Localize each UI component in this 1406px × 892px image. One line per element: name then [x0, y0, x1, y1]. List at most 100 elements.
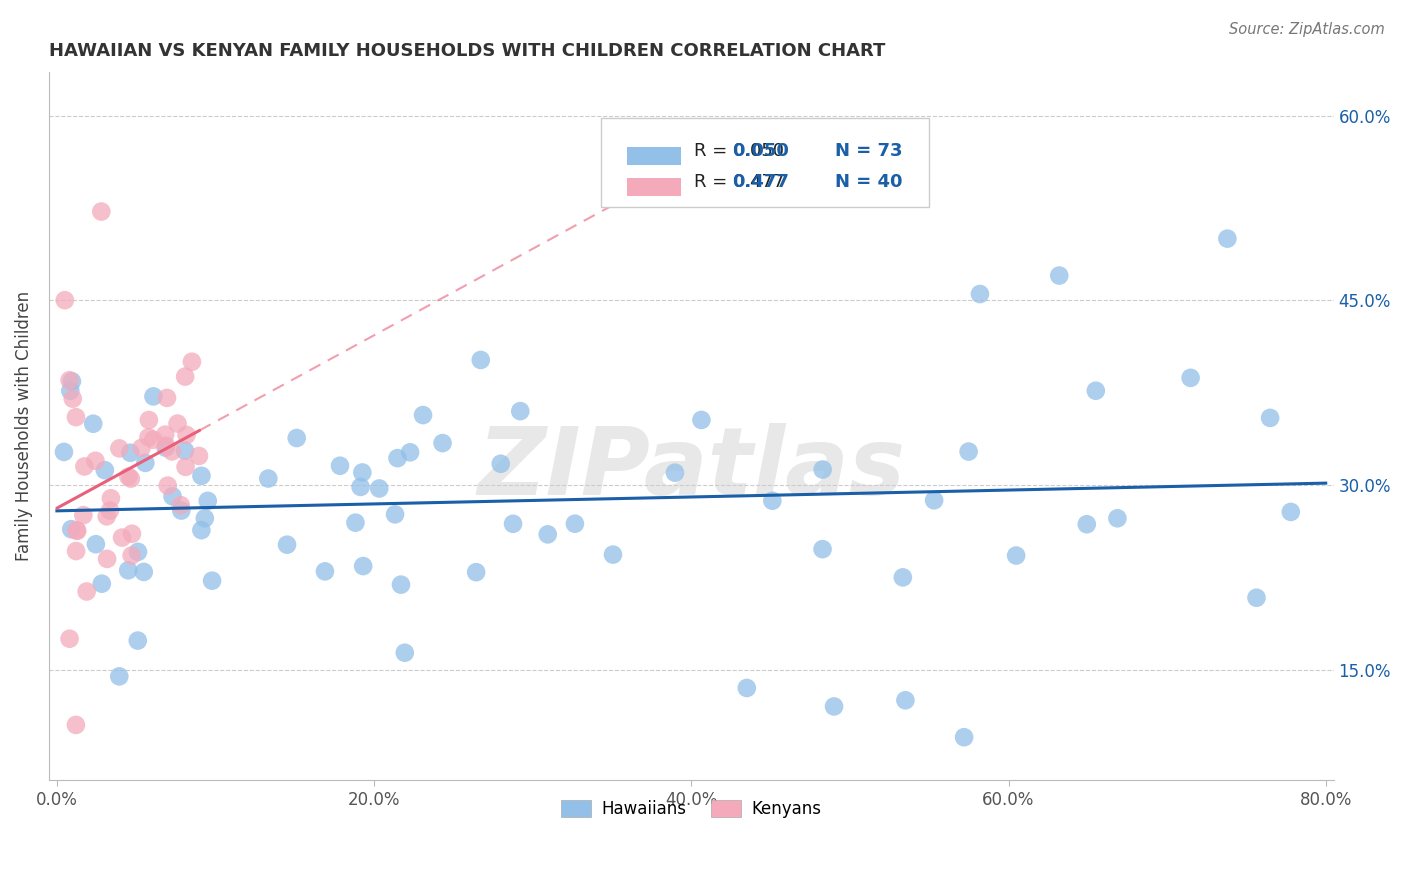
Point	[690, 413, 713, 427]
Point	[160, 444, 183, 458]
Point	[432, 436, 454, 450]
Text: 0.050: 0.050	[733, 142, 789, 160]
Point	[131, 441, 153, 455]
Point	[1279, 505, 1302, 519]
Point	[387, 451, 409, 466]
Text: R = 0.050: R = 0.050	[695, 142, 785, 160]
Point	[174, 369, 197, 384]
Point	[389, 577, 412, 591]
Point	[65, 410, 87, 425]
Point	[82, 417, 104, 431]
Point	[537, 527, 560, 541]
Text: 0.477: 0.477	[733, 173, 789, 191]
Point	[170, 503, 193, 517]
Point	[76, 584, 98, 599]
Point	[62, 392, 84, 406]
Point	[60, 522, 83, 536]
FancyBboxPatch shape	[602, 119, 929, 207]
Point	[90, 576, 112, 591]
Point	[174, 459, 197, 474]
Point	[314, 565, 336, 579]
Point	[155, 439, 177, 453]
Point	[60, 375, 83, 389]
Point	[969, 287, 991, 301]
Text: HAWAIIAN VS KENYAN FAMILY HOUSEHOLDS WITH CHILDREN CORRELATION CHART: HAWAIIAN VS KENYAN FAMILY HOUSEHOLDS WIT…	[49, 42, 886, 60]
Point	[96, 509, 118, 524]
FancyBboxPatch shape	[627, 147, 681, 165]
Point	[73, 459, 96, 474]
Point	[1258, 410, 1281, 425]
Point	[412, 408, 434, 422]
Point	[811, 462, 834, 476]
Point	[349, 480, 371, 494]
Point	[190, 468, 212, 483]
Point	[155, 441, 177, 455]
Point	[111, 531, 134, 545]
Point	[823, 699, 845, 714]
Text: Source: ZipAtlas.com: Source: ZipAtlas.com	[1229, 22, 1385, 37]
Point	[1180, 371, 1202, 385]
Point	[176, 428, 198, 442]
Y-axis label: Family Households with Children: Family Households with Children	[15, 292, 32, 561]
Point	[72, 508, 94, 523]
Point	[121, 549, 143, 563]
Point	[891, 570, 914, 584]
Point	[194, 511, 217, 525]
Text: ZIPatlas: ZIPatlas	[477, 423, 905, 515]
Point	[121, 526, 143, 541]
Point	[329, 458, 352, 473]
Point	[65, 544, 87, 558]
Point	[735, 681, 758, 695]
Point	[394, 646, 416, 660]
Point	[94, 463, 117, 477]
Point	[66, 524, 89, 538]
Point	[564, 516, 586, 531]
Point	[120, 472, 142, 486]
Point	[52, 445, 75, 459]
Point	[1084, 384, 1107, 398]
Point	[84, 454, 107, 468]
Point	[894, 693, 917, 707]
Point	[197, 494, 219, 508]
Point	[156, 478, 179, 492]
Point	[58, 632, 80, 646]
Point	[59, 384, 82, 398]
Point	[53, 293, 76, 308]
Point	[108, 669, 131, 683]
Point	[953, 730, 976, 744]
Point	[1005, 549, 1028, 563]
Point	[117, 469, 139, 483]
Point	[138, 413, 160, 427]
Point	[142, 433, 165, 447]
Point	[108, 442, 131, 456]
Point	[90, 204, 112, 219]
Point	[489, 457, 512, 471]
Point	[117, 563, 139, 577]
Point	[664, 466, 686, 480]
Point	[170, 498, 193, 512]
Point	[811, 542, 834, 557]
Point	[1216, 232, 1239, 246]
Point	[957, 444, 980, 458]
Point	[1246, 591, 1268, 605]
Point	[352, 466, 374, 480]
Point	[201, 574, 224, 588]
Point	[761, 493, 783, 508]
Text: R = 0.477: R = 0.477	[695, 173, 785, 191]
Point	[384, 508, 406, 522]
Point	[127, 633, 149, 648]
Point	[465, 565, 488, 579]
Text: N = 73: N = 73	[835, 142, 903, 160]
Point	[368, 482, 391, 496]
Point	[181, 355, 204, 369]
Point	[58, 373, 80, 387]
Point	[352, 559, 374, 574]
Point	[1076, 517, 1098, 532]
Point	[344, 516, 367, 530]
Point	[190, 523, 212, 537]
Point	[162, 489, 184, 503]
Point	[922, 493, 945, 508]
Point	[1107, 511, 1129, 525]
Point	[509, 404, 531, 418]
Point	[602, 548, 624, 562]
